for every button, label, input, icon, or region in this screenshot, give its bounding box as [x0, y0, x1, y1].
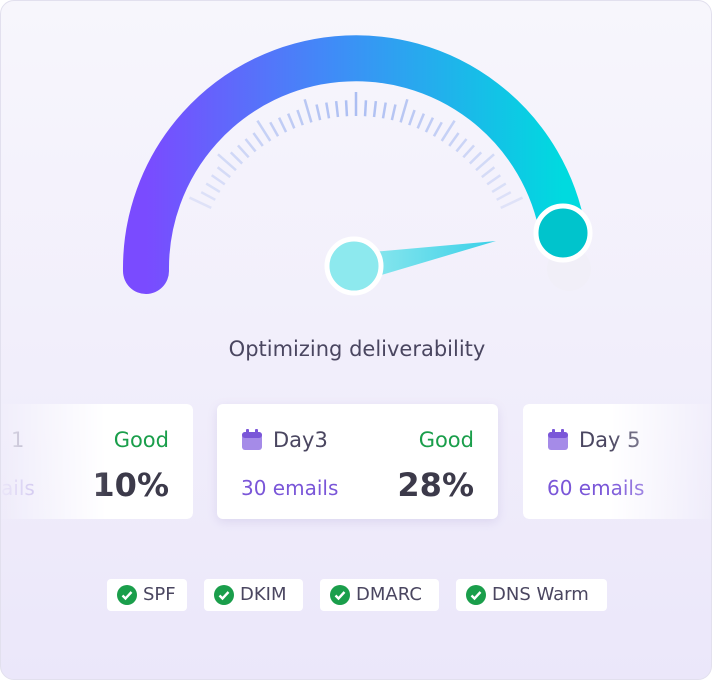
day-label: 1: [11, 428, 25, 452]
badge-label: DMARC: [356, 584, 422, 605]
badge-label: DNS Warm: [492, 584, 589, 605]
check-icon: [330, 585, 350, 605]
gauge-tick: [334, 100, 340, 118]
badge: SPF: [107, 579, 187, 611]
gauge-tick: [486, 174, 502, 186]
emails: 60 emails: [547, 476, 645, 500]
gauge-tick: [496, 191, 512, 201]
gauge-tick: [462, 144, 475, 159]
emails: 30 emails: [241, 476, 339, 500]
status: Good: [418, 428, 474, 452]
gauge-tick: [372, 100, 378, 118]
gauge-tick: [448, 132, 460, 147]
badge: DNS Warm: [456, 579, 607, 611]
day-card: Day 5 60 emails: [523, 404, 711, 519]
day-label: Day3: [273, 428, 328, 452]
emails: ails: [1, 476, 35, 500]
gauge-tick: [475, 153, 495, 172]
badge: DKIM: [204, 579, 303, 611]
gauge-tick: [210, 174, 226, 186]
check-icon: [117, 585, 137, 605]
gauge-tick: [440, 119, 456, 142]
status: Good: [113, 428, 169, 452]
gauge-tick: [237, 144, 250, 159]
gauge-tick: [256, 119, 272, 142]
needle: [361, 241, 496, 281]
percent: 28%: [397, 466, 474, 504]
needle-hub: [324, 236, 384, 296]
gauge-tick: [205, 182, 221, 194]
gauge-tick: [416, 113, 426, 129]
gauge-knob: [533, 203, 593, 263]
gauge-tick: [269, 121, 280, 137]
check-icon: [466, 585, 486, 605]
gauge-tick: [200, 191, 216, 201]
gauge-tick: [315, 104, 322, 121]
gauge-tick: [481, 166, 496, 179]
day-label: Day 5: [579, 428, 641, 452]
calendar-icon: [242, 429, 262, 450]
gauge-arc: [122, 35, 586, 294]
gauge-tick: [432, 121, 443, 137]
gauge-ticks: [188, 92, 524, 210]
check-icon: [214, 585, 234, 605]
gauge-tick: [491, 182, 507, 194]
badge-label: SPF: [143, 584, 176, 605]
day-card: 1 Good ails 10%: [1, 404, 193, 519]
gauge-tick: [296, 109, 304, 126]
gauge-tick: [216, 166, 231, 179]
gauge-tick: [399, 98, 409, 123]
gauge-tick: [303, 98, 313, 123]
gauge-tick: [325, 102, 331, 119]
gauge-tick: [188, 196, 212, 210]
gauge-tick: [277, 117, 288, 133]
day-card: Day3 Good 30 emails 28%: [217, 404, 498, 519]
gauge-tick: [468, 151, 483, 165]
badge-label: DKIM: [240, 584, 287, 605]
gauge-tick: [390, 104, 397, 121]
gauge-tick: [408, 109, 416, 126]
gauge-tick: [381, 102, 387, 119]
gauge-tick: [286, 113, 296, 129]
gauge-tick: [455, 138, 468, 153]
gauge-tick: [229, 151, 244, 165]
gauge-tick: [252, 132, 264, 147]
gauge: [122, 35, 593, 296]
badge: DMARC: [320, 579, 439, 611]
gauge-tick: [244, 138, 257, 153]
percent: 10%: [92, 466, 169, 504]
gauge-tick: [363, 100, 368, 117]
gauge-tick: [344, 100, 349, 117]
gauge-tick: [500, 196, 524, 210]
gauge-tick: [424, 117, 435, 133]
gauge-tick: [217, 153, 237, 172]
status-title: Optimizing deliverability: [228, 337, 486, 361]
calendar-icon: [548, 429, 568, 450]
